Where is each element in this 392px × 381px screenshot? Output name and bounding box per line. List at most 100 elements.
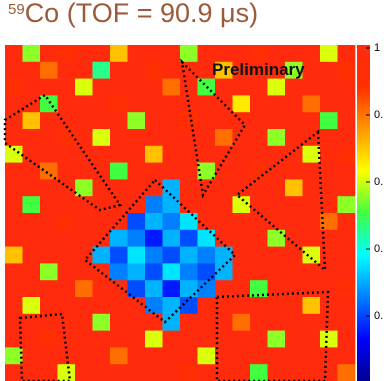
cell <box>75 213 93 230</box>
cell <box>163 95 181 112</box>
cell <box>5 45 23 62</box>
cell <box>163 196 181 213</box>
cell <box>180 112 198 129</box>
cell <box>40 79 58 96</box>
cell <box>338 196 356 213</box>
cell <box>338 163 356 180</box>
cell <box>23 45 41 62</box>
cell <box>110 79 128 96</box>
cell <box>128 230 146 247</box>
cell <box>215 247 233 264</box>
cell <box>198 347 216 364</box>
cell <box>75 179 93 196</box>
cell <box>58 364 76 381</box>
cell <box>58 163 76 180</box>
cell <box>180 163 198 180</box>
cell <box>5 247 23 264</box>
colorbar-tick-label: 0. <box>374 243 383 255</box>
cell <box>338 314 356 331</box>
cell <box>110 331 128 348</box>
cell <box>320 364 338 381</box>
cell <box>163 247 181 264</box>
cell <box>268 331 286 348</box>
cell <box>93 196 111 213</box>
cell <box>128 146 146 163</box>
cell <box>320 95 338 112</box>
cell <box>110 314 128 331</box>
cell <box>285 95 303 112</box>
cell <box>198 146 216 163</box>
cell <box>303 196 321 213</box>
cell <box>163 129 181 146</box>
cell <box>58 247 76 264</box>
cell <box>75 331 93 348</box>
cell <box>40 45 58 62</box>
cell <box>303 263 321 280</box>
cell <box>338 297 356 314</box>
cell <box>5 364 23 381</box>
cell <box>320 129 338 146</box>
cell <box>75 364 93 381</box>
cell <box>303 314 321 331</box>
cell <box>75 62 93 79</box>
title-mass: 59 <box>8 1 25 18</box>
cell <box>93 297 111 314</box>
cell <box>145 95 163 112</box>
cell <box>303 45 321 62</box>
cell <box>180 331 198 348</box>
cell <box>5 347 23 364</box>
cell <box>198 230 216 247</box>
cell <box>75 163 93 180</box>
cell <box>40 146 58 163</box>
cell <box>110 297 128 314</box>
cell <box>268 297 286 314</box>
cell <box>5 95 23 112</box>
cell <box>285 347 303 364</box>
cell <box>285 196 303 213</box>
cell <box>145 112 163 129</box>
cell <box>285 364 303 381</box>
annotation: Preliminary <box>212 60 305 79</box>
cell <box>128 314 146 331</box>
cell <box>268 79 286 96</box>
cell <box>110 112 128 129</box>
cell <box>93 146 111 163</box>
cell <box>338 112 356 129</box>
cell <box>338 95 356 112</box>
cell <box>40 364 58 381</box>
cell <box>215 213 233 230</box>
cell <box>58 179 76 196</box>
cell <box>145 247 163 264</box>
cell <box>338 62 356 79</box>
cell <box>75 45 93 62</box>
cell <box>320 263 338 280</box>
colorbar <box>357 45 370 381</box>
cell <box>128 163 146 180</box>
cell <box>285 129 303 146</box>
cell <box>198 196 216 213</box>
cell <box>180 263 198 280</box>
cell <box>93 79 111 96</box>
cell <box>5 62 23 79</box>
cell <box>145 196 163 213</box>
cell <box>5 196 23 213</box>
cell <box>145 45 163 62</box>
cell <box>58 263 76 280</box>
cell <box>233 112 251 129</box>
cell <box>250 331 268 348</box>
cell <box>268 163 286 180</box>
cell <box>145 146 163 163</box>
cell <box>58 331 76 348</box>
cell <box>163 263 181 280</box>
cell <box>145 213 163 230</box>
cell <box>320 280 338 297</box>
cell <box>250 179 268 196</box>
cell <box>163 79 181 96</box>
cell <box>93 364 111 381</box>
cell <box>5 129 23 146</box>
cell <box>303 347 321 364</box>
cell <box>285 112 303 129</box>
cell <box>58 314 76 331</box>
cell <box>338 79 356 96</box>
cell <box>233 247 251 264</box>
